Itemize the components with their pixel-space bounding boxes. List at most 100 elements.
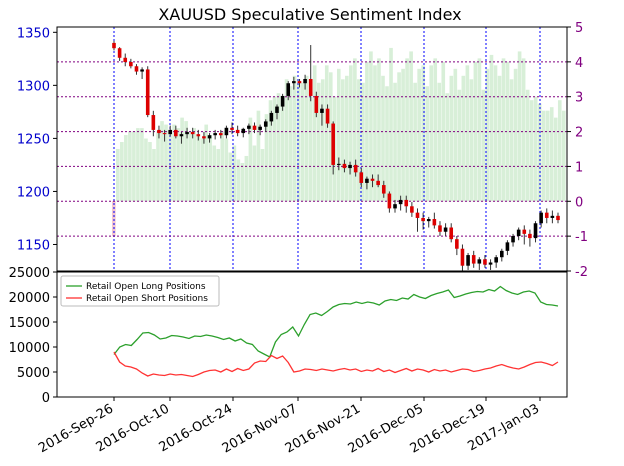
candle-body — [320, 108, 324, 113]
ssi-bar — [533, 96, 538, 202]
candle-body — [303, 78, 307, 84]
ssi-bar — [284, 79, 289, 202]
candle-body — [410, 206, 414, 213]
candle-body — [477, 259, 482, 264]
ssi-bar — [477, 58, 482, 202]
ssi-bar — [449, 75, 454, 202]
legend-label: Retail Open Long Positions — [86, 282, 206, 292]
candle-body — [348, 164, 352, 169]
ssi-bar — [120, 142, 124, 202]
ssi-bar — [457, 89, 462, 202]
left-tick-label: 1350 — [17, 26, 50, 41]
ssi-bar — [312, 65, 317, 202]
candle-body — [230, 127, 234, 130]
candle-body — [337, 163, 341, 165]
ssi-bar — [300, 82, 305, 202]
candle-body — [314, 95, 319, 113]
candle-body — [235, 129, 240, 134]
ssi-bar — [144, 138, 148, 202]
ssi-bar — [469, 79, 474, 202]
ssi-bar — [553, 117, 558, 202]
bottom-tick-label: 10000 — [9, 341, 50, 356]
ssi-bar — [341, 79, 345, 202]
ssi-bar — [353, 58, 357, 202]
ssi-bar — [232, 145, 237, 202]
left-tick-label: 1150 — [17, 238, 50, 253]
candle-body — [342, 163, 347, 169]
candle-body — [196, 134, 201, 137]
legend: Retail Open Long Positions Retail Open Sh… — [60, 275, 220, 307]
ssi-bar — [421, 65, 425, 202]
candle-body — [168, 129, 172, 135]
ssi-bar — [377, 58, 381, 202]
ssi-bar — [529, 100, 534, 202]
right-tick-label: 1 — [575, 160, 583, 175]
right-tick-label: -1 — [575, 230, 588, 245]
candle-body — [353, 164, 358, 173]
candle-body — [117, 48, 122, 58]
candle-body — [460, 248, 465, 266]
ssi-bar — [385, 86, 389, 202]
ssi-bar — [409, 51, 413, 202]
ssi-bar — [308, 96, 313, 202]
candle-body — [365, 178, 369, 183]
candle-body — [550, 215, 555, 218]
ssi-bar — [224, 138, 229, 202]
candle-body — [500, 250, 504, 258]
candle-body — [151, 115, 156, 130]
candle-body — [471, 255, 476, 264]
ssi-bar — [192, 128, 196, 202]
ssi-bar — [429, 65, 434, 202]
ssi-bar — [433, 58, 438, 202]
candle-body — [157, 129, 161, 134]
candle-body — [308, 78, 313, 96]
ssi-bar — [164, 124, 168, 202]
ssi-bar — [148, 142, 152, 202]
ssi-bar — [240, 162, 245, 202]
candle-body — [466, 255, 470, 266]
candle-body — [179, 134, 184, 137]
right-tick-label: 0 — [575, 195, 583, 210]
ssi-bar — [541, 110, 546, 202]
ssi-bar — [369, 51, 373, 202]
right-tick-label: 5 — [575, 21, 583, 36]
candle-body — [455, 239, 459, 249]
candle-body — [539, 212, 543, 224]
ssi-bar — [176, 128, 180, 202]
ssi-bar — [453, 68, 458, 202]
candle-body — [494, 257, 498, 263]
candle-body — [275, 106, 279, 113]
candle-body — [505, 242, 510, 251]
ssi-bar — [425, 86, 429, 202]
candle-body — [263, 121, 268, 127]
candle-body — [297, 81, 302, 84]
candle-body — [207, 135, 212, 139]
ssi-bar — [549, 107, 554, 202]
bottom-tick-label: 0 — [42, 391, 50, 406]
left-tick-label: 1250 — [17, 132, 50, 147]
ssi-bar — [413, 82, 417, 202]
ssi-bar — [208, 135, 213, 202]
candle-body — [393, 204, 397, 209]
candle-body — [286, 83, 291, 96]
candle-body — [145, 69, 150, 116]
ssi-bar — [236, 159, 241, 202]
ssi-bar — [393, 82, 397, 202]
positions-frame — [56, 271, 568, 398]
ssi-bar — [405, 58, 409, 202]
ssi-bar — [441, 61, 446, 202]
ssi-bar — [140, 128, 144, 202]
ssi-bar — [389, 47, 393, 202]
candle-body — [544, 212, 549, 218]
ssi-bar — [116, 149, 120, 202]
ssi-bar — [513, 68, 518, 202]
ssi-bar — [172, 124, 176, 202]
candle-body — [421, 217, 425, 222]
candle-body — [112, 42, 116, 49]
candle-body — [381, 185, 386, 194]
series-line — [113, 285, 559, 358]
ssi-bar — [288, 86, 293, 202]
ssi-bar — [336, 68, 341, 202]
ssi-bar — [509, 79, 514, 202]
